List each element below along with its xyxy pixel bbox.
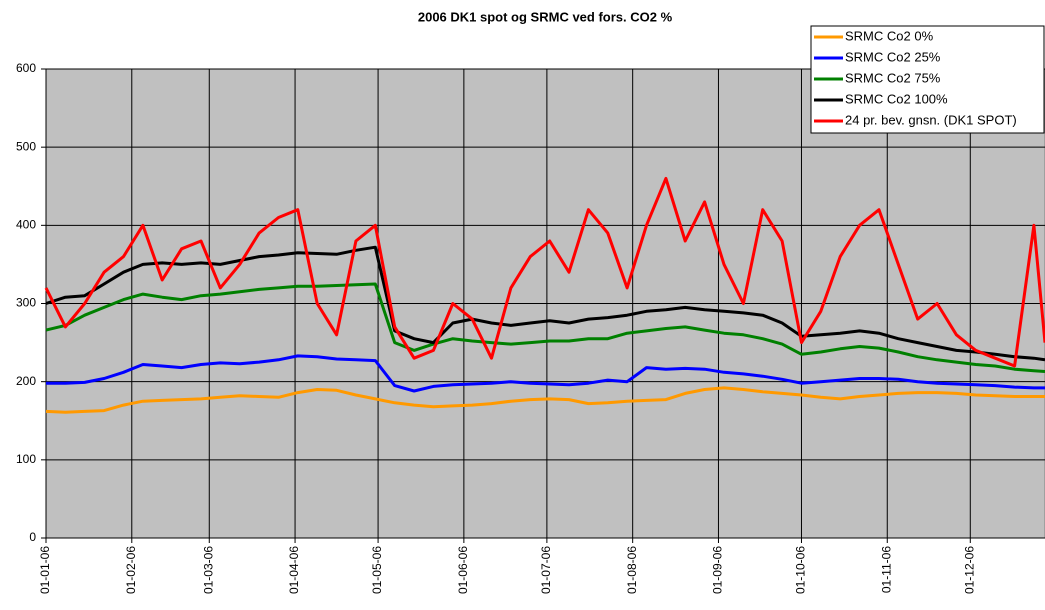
x-tick-label: 01-12-06: [962, 546, 976, 594]
legend-box: [810, 25, 1045, 134]
y-tick-label: 400: [16, 218, 36, 232]
series-line: [46, 354, 1045, 393]
x-tick-label: 01-02-06: [124, 546, 138, 594]
y-tick-label: 300: [16, 296, 36, 310]
legend-label: SRMC Co2 0%: [845, 28, 934, 43]
x-tick-label: 01-04-06: [287, 546, 301, 594]
x-tick-label: 01-05-06: [370, 546, 384, 594]
series-line: [45, 282, 1045, 373]
x-tick-label: 01-01-06: [38, 546, 52, 594]
legend-label: SRMC Co2 25%: [845, 49, 941, 64]
legend-label: SRMC Co2 100%: [845, 91, 948, 106]
x-tick-label: 01-06-06: [456, 546, 470, 594]
legend-label: 24 pr. bev. gnsn. (DK1 SPOT): [845, 112, 1017, 127]
legend-label: SRMC Co2 75%: [845, 70, 941, 85]
chart-title: 2006 DK1 spot og SRMC ved fors. CO2 %: [418, 9, 673, 24]
y-tick-label: 0: [29, 530, 36, 544]
x-tick-label: 01-08-06: [625, 546, 639, 594]
y-tick-label: 600: [16, 61, 36, 75]
x-tick-label: 01-11-06: [879, 546, 893, 593]
x-tick-label: 01-10-06: [794, 546, 808, 594]
x-tick-label: 01-07-06: [539, 546, 553, 594]
series-line: [45, 245, 1045, 362]
y-tick-label: 500: [16, 139, 36, 153]
y-tick-label: 200: [16, 374, 36, 388]
series-line: [44, 176, 1045, 368]
x-tick-label: 01-09-06: [711, 546, 725, 594]
series-line: [45, 386, 1045, 414]
y-tick-label: 100: [16, 452, 36, 466]
x-tick-label: 01-03-06: [201, 546, 215, 594]
